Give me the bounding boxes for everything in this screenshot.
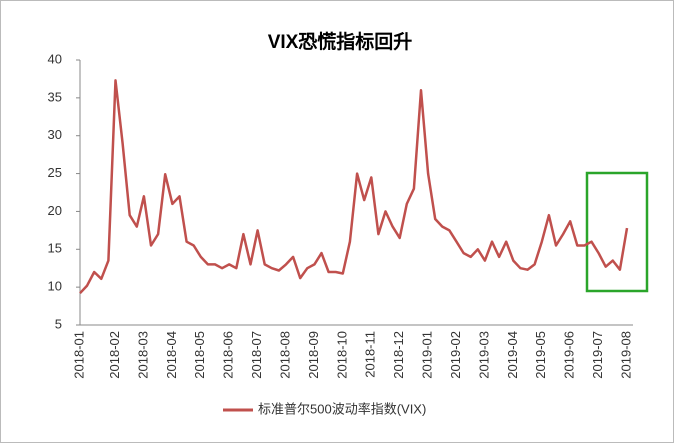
x-tick-label: 2018-10 — [334, 331, 349, 379]
x-tick-label: 2019-06 — [562, 331, 577, 379]
chart-title: VIX恐慌指标回升 — [268, 30, 413, 53]
highlight-box — [585, 171, 649, 293]
y-tick-label: 10 — [48, 279, 62, 294]
x-tick-label: 2019-08 — [618, 331, 633, 379]
x-tick-label: 2019-01 — [420, 331, 435, 379]
y-tick-label: 15 — [48, 241, 62, 256]
y-tick-label: 40 — [48, 51, 62, 66]
x-tick-label: 2018-11 — [363, 331, 378, 378]
x-tick-label: 2019-04 — [505, 331, 520, 379]
x-tick-label: 2019-03 — [476, 331, 491, 379]
x-tick-label: 2018-06 — [221, 331, 236, 379]
y-tick-label: 35 — [48, 89, 62, 104]
y-tick-label: 30 — [48, 127, 62, 142]
x-tick-label: 2019-05 — [533, 331, 548, 379]
y-tick-label: 5 — [55, 316, 62, 331]
y-tick-label: 25 — [48, 165, 62, 180]
x-tick-label: 2018-04 — [164, 331, 179, 379]
legend-label: 标准普尔500波动率指数(VIX) — [258, 401, 426, 416]
x-tick-label: 2018-08 — [277, 331, 292, 379]
x-tick-label: 2019-07 — [590, 331, 605, 379]
x-tick-label: 2018-05 — [192, 331, 207, 379]
x-tick-label: 2018-12 — [391, 331, 406, 379]
y-tick-label: 20 — [48, 203, 62, 218]
data-line — [79, 79, 629, 295]
x-tick-label: 2018-03 — [135, 331, 150, 379]
x-tick-label: 2019-02 — [448, 331, 463, 379]
x-tick-label: 2018-02 — [107, 331, 122, 379]
x-tick-label: 2018-01 — [71, 331, 86, 379]
x-tick-label: 2018-07 — [249, 331, 264, 379]
x-tick-label: 2018-09 — [306, 331, 321, 379]
